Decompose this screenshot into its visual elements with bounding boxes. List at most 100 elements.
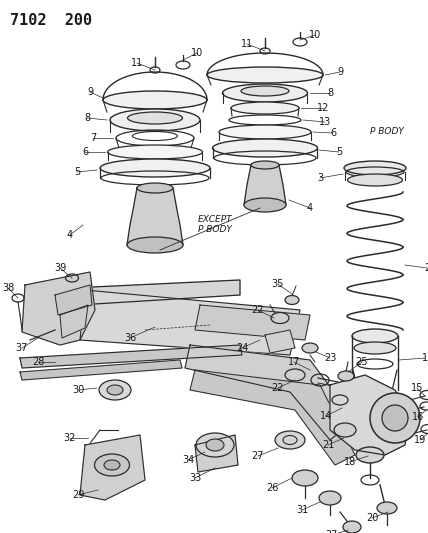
Text: 10: 10 [191,48,203,58]
Ellipse shape [352,329,398,343]
Text: 34: 34 [182,455,194,465]
Polygon shape [20,360,182,380]
Text: 12: 12 [317,103,329,113]
Ellipse shape [344,161,406,175]
Ellipse shape [285,295,299,304]
Ellipse shape [370,393,420,443]
Ellipse shape [354,342,396,354]
Polygon shape [330,375,410,455]
Ellipse shape [212,139,318,157]
Text: 5: 5 [74,167,80,177]
Polygon shape [60,305,88,338]
Ellipse shape [103,91,207,109]
Text: 2: 2 [424,263,428,273]
Text: 39: 39 [54,263,66,273]
Ellipse shape [207,67,323,83]
Ellipse shape [137,183,173,193]
Text: 22: 22 [252,305,264,315]
Ellipse shape [196,433,234,457]
Ellipse shape [100,159,210,177]
Polygon shape [265,330,295,353]
Text: 33: 33 [189,473,201,483]
Ellipse shape [99,380,131,400]
Text: 26: 26 [266,483,278,493]
Text: 4: 4 [67,230,73,240]
Ellipse shape [348,174,402,186]
Ellipse shape [275,431,305,449]
Ellipse shape [356,447,384,463]
Ellipse shape [241,86,289,96]
Text: 10: 10 [309,30,321,40]
Ellipse shape [271,312,289,324]
Ellipse shape [107,385,123,395]
Text: 4: 4 [307,203,313,213]
Ellipse shape [343,521,361,533]
Ellipse shape [334,423,356,437]
Text: 25: 25 [356,357,368,367]
Polygon shape [127,188,183,245]
Text: 20: 20 [366,513,378,523]
Text: 31: 31 [296,505,308,515]
Polygon shape [22,272,95,345]
Text: 19: 19 [414,435,426,445]
Text: 23: 23 [324,353,336,363]
Ellipse shape [382,405,408,431]
Text: 35: 35 [272,279,284,289]
Ellipse shape [104,460,120,470]
Text: 29: 29 [72,490,84,500]
Polygon shape [190,370,355,465]
Text: 9: 9 [87,87,93,97]
Ellipse shape [302,343,318,353]
Text: 18: 18 [344,457,356,467]
Text: 27: 27 [252,451,264,461]
Text: 36: 36 [124,333,136,343]
Ellipse shape [251,161,279,169]
Ellipse shape [107,145,202,159]
Text: EXCEPT: EXCEPT [198,215,232,224]
Text: 11: 11 [241,39,253,49]
Ellipse shape [223,84,307,102]
Text: 3: 3 [317,173,323,183]
Ellipse shape [244,198,286,212]
Text: P BODY: P BODY [370,127,404,136]
Polygon shape [80,290,300,355]
Ellipse shape [110,109,200,131]
Ellipse shape [292,470,318,486]
Text: 7: 7 [90,133,96,143]
Text: 9: 9 [337,67,343,77]
Text: P BODY: P BODY [198,225,232,235]
Polygon shape [30,280,240,308]
Polygon shape [195,435,238,472]
Text: 15: 15 [411,383,423,393]
Text: 8: 8 [327,88,333,98]
Text: 24: 24 [236,343,248,353]
Text: 21: 21 [322,440,334,450]
Text: 6: 6 [82,147,88,157]
Text: 28: 28 [32,357,44,367]
Ellipse shape [377,502,397,514]
Polygon shape [195,305,310,340]
Polygon shape [20,345,242,368]
Text: 13: 13 [319,117,331,127]
Text: 5: 5 [336,147,342,157]
Ellipse shape [338,371,354,381]
Text: 8: 8 [84,113,90,123]
Text: 30: 30 [72,385,84,395]
Ellipse shape [128,112,182,124]
Polygon shape [80,435,145,500]
Ellipse shape [319,491,341,505]
Text: 1: 1 [422,353,428,363]
Ellipse shape [206,439,224,451]
Text: 16: 16 [412,412,424,422]
Ellipse shape [95,454,130,476]
Text: 38: 38 [2,283,14,293]
Text: 17: 17 [288,357,300,367]
Text: 37: 37 [326,530,338,533]
Ellipse shape [231,102,299,114]
Ellipse shape [219,125,311,139]
Text: 37: 37 [16,343,28,353]
Polygon shape [55,285,92,315]
Polygon shape [244,165,286,205]
Ellipse shape [127,237,183,253]
Text: 22: 22 [272,383,284,393]
